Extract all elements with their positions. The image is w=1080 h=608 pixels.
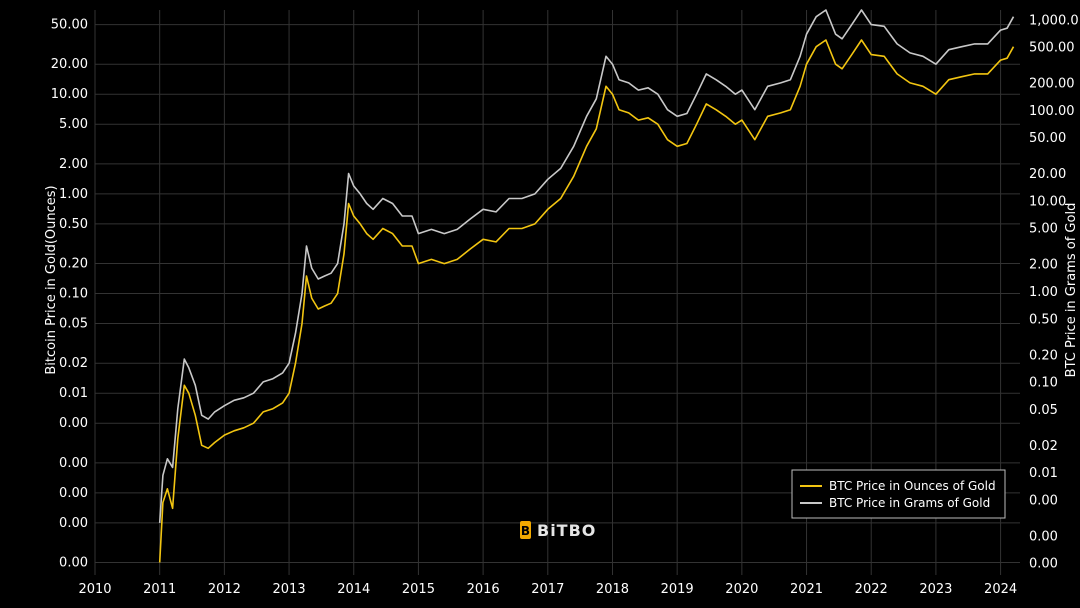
- series-layer: [158, 9, 1015, 563]
- right-tick-label: 0.10: [1029, 376, 1058, 391]
- right-tick-label: 10.00: [1029, 194, 1066, 209]
- grid: [94, 10, 1020, 575]
- left-tick-label: 1.00: [59, 187, 88, 202]
- right-tick-label: 20.00: [1029, 167, 1066, 182]
- legend[interactable]: BTC Price in Ounces of Gold BTC Price in…: [791, 469, 1006, 519]
- right-tick-label: 0.02: [1029, 439, 1058, 454]
- right-tick-label: 1.00: [1029, 285, 1058, 300]
- left-tick-label: 0.05: [59, 317, 88, 332]
- x-tick-label: 2012: [208, 582, 241, 597]
- left-axis: 50.00 20.00 10.00 5.00 2.00 1.00 0.50 0.20 0.10 0…: [51, 18, 88, 571]
- brand-watermark: B BiTBO: [520, 521, 596, 540]
- x-tick-label: 2018: [596, 582, 629, 597]
- x-tick-label: 2013: [273, 582, 306, 597]
- left-tick-label: 0.10: [59, 287, 88, 302]
- x-tick-label: 2024: [984, 582, 1017, 597]
- left-tick-label: 0.00: [59, 486, 88, 501]
- right-tick-label: 0.05: [1029, 403, 1058, 418]
- series-line-ounces: [158, 39, 1015, 563]
- left-tick-label: 2.00: [59, 157, 88, 172]
- right-tick-label: 2.00: [1029, 258, 1058, 273]
- left-tick-label: 20.00: [51, 57, 88, 72]
- right-tick-label: 0.00: [1029, 557, 1058, 572]
- left-tick-label: 0.50: [59, 217, 88, 232]
- bitbo-logo-icon: B: [520, 521, 531, 539]
- left-tick-label: 0.00: [59, 516, 88, 531]
- right-tick-label: 0.01: [1029, 466, 1058, 481]
- left-tick-label: 0.00: [59, 556, 88, 571]
- right-tick-label: 0.20: [1029, 348, 1058, 363]
- right-tick-label: 100.00: [1029, 104, 1075, 119]
- x-tick-label: 2022: [855, 582, 888, 597]
- x-tick-label: 2010: [78, 582, 111, 597]
- left-tick-label: 0.00: [59, 416, 88, 431]
- left-axis-title: Bitcoin Price in Gold(Ounces): [44, 185, 59, 374]
- left-tick-label: 0.01: [59, 386, 88, 401]
- right-tick-label: 200.00: [1029, 77, 1075, 92]
- left-tick-label: 50.00: [51, 18, 88, 33]
- right-tick-label: 50.00: [1029, 131, 1066, 146]
- right-tick-label: 0.00: [1029, 529, 1058, 544]
- x-tick-label: 2021: [790, 582, 823, 597]
- left-tick-label: 10.00: [51, 87, 88, 102]
- x-tick-label: 2014: [337, 582, 370, 597]
- x-axis: 2010 2011 2012 2013 2014 2015 2016 2017 2018 2019…: [78, 582, 1017, 597]
- right-tick-label: 1,000.0: [1029, 13, 1079, 28]
- x-tick-label: 2019: [661, 582, 694, 597]
- svg-text:B: B: [521, 524, 530, 538]
- x-tick-label: 2023: [919, 582, 952, 597]
- x-tick-label: 2011: [143, 582, 176, 597]
- legend-box: [791, 469, 1006, 519]
- legend-item-gold[interactable]: BTC Price in Ounces of Gold: [829, 479, 996, 493]
- right-tick-label: 0.50: [1029, 312, 1058, 327]
- left-tick-label: 0.20: [59, 257, 88, 272]
- legend-item-silver[interactable]: BTC Price in Grams of Gold: [829, 496, 990, 510]
- brand-name: BiTBO: [537, 521, 596, 540]
- right-tick-label: 0.00: [1029, 493, 1058, 508]
- series-line-grams: [158, 9, 1015, 523]
- x-tick-label: 2020: [725, 582, 758, 597]
- right-axis: 1,000.0 500.00 200.00 100.00 50.00 20.00 10.00…: [1029, 13, 1079, 571]
- right-tick-label: 5.00: [1029, 222, 1058, 237]
- right-axis-title: BTC Price in Grams of Gold: [1064, 203, 1079, 378]
- x-tick-label: 2017: [531, 582, 564, 597]
- left-tick-label: 5.00: [59, 117, 88, 132]
- right-tick-label: 500.00: [1029, 41, 1075, 56]
- left-tick-label: 0.00: [59, 456, 88, 471]
- x-tick-label: 2015: [402, 582, 435, 597]
- x-tick-label: 2016: [467, 582, 500, 597]
- left-tick-label: 0.02: [59, 356, 88, 371]
